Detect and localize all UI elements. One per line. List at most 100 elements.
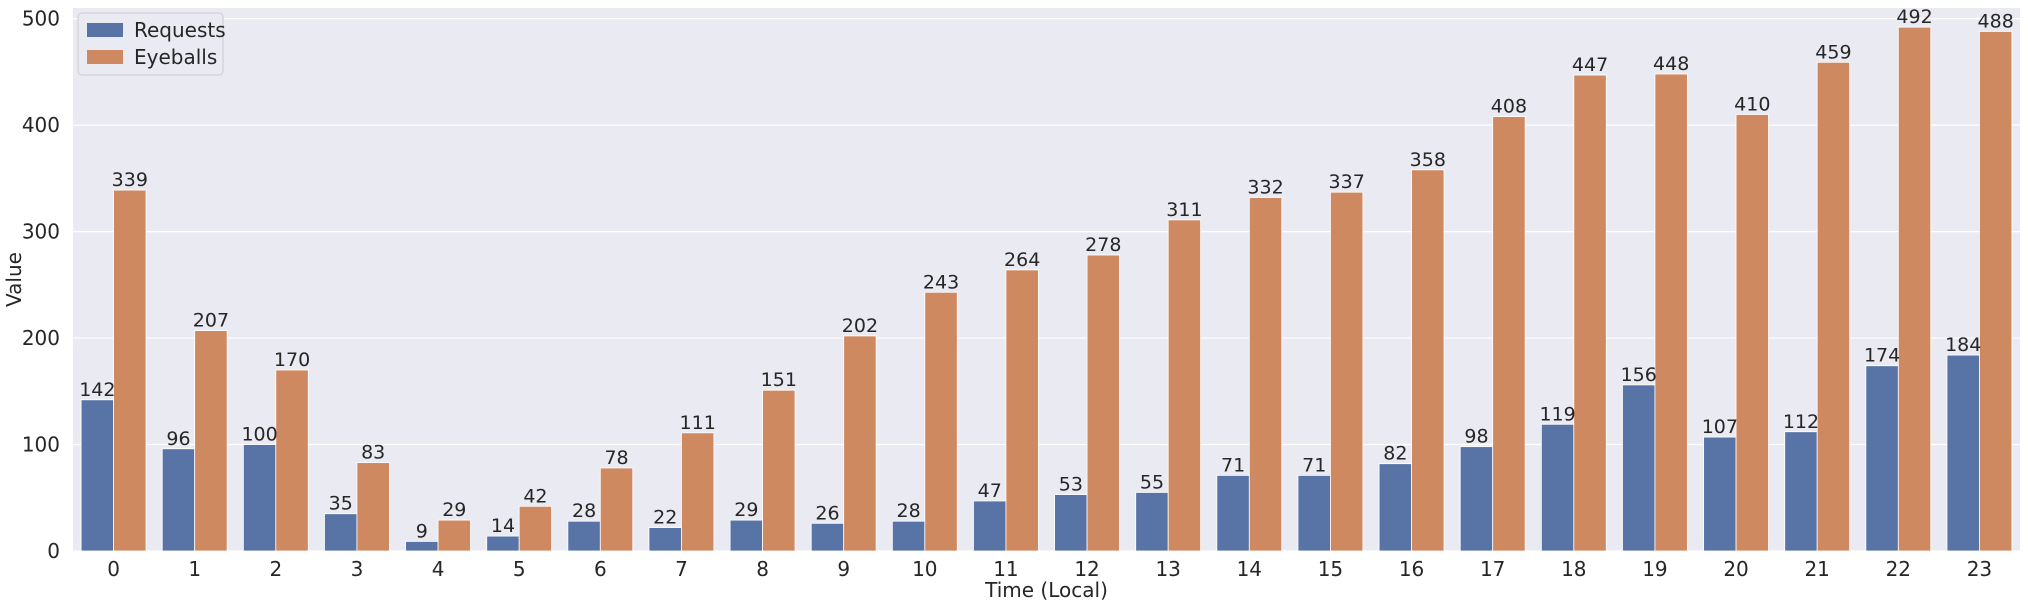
y-axis-ticks: 0 100 200 300 400 500 — [22, 7, 60, 563]
bar-requests-11 — [973, 500, 1007, 552]
y-tick-label: 100 — [22, 433, 60, 457]
bar-requests-12 — [1054, 494, 1088, 552]
data-label-eyeballs-10: 243 — [923, 271, 959, 293]
bar-eyeballs-18 — [1573, 74, 1607, 552]
data-label-requests-13: 55 — [1140, 471, 1164, 493]
bar-requests-20 — [1703, 436, 1737, 552]
data-label-requests-18: 119 — [1539, 403, 1575, 425]
data-label-requests-11: 47 — [978, 480, 1002, 502]
data-label-eyeballs-12: 278 — [1085, 234, 1121, 256]
x-tick-label: 9 — [837, 557, 850, 581]
data-label-eyeballs-8: 151 — [761, 369, 797, 391]
data-label-eyeballs-23: 488 — [1978, 10, 2014, 32]
legend-label-eyeballs: Eyeballs — [134, 45, 217, 69]
y-tick-label: 200 — [22, 326, 60, 350]
data-label-eyeballs-18: 447 — [1572, 54, 1608, 76]
x-tick-label: 0 — [107, 557, 120, 581]
bar-requests-9 — [810, 522, 845, 552]
data-label-eyeballs-19: 448 — [1653, 53, 1689, 75]
data-label-eyeballs-9: 202 — [842, 315, 878, 337]
legend-label-requests: Requests — [134, 18, 226, 42]
x-tick-label: 8 — [756, 557, 769, 581]
bar-eyeballs-17 — [1492, 116, 1526, 552]
data-label-requests-14: 71 — [1221, 454, 1245, 476]
y-tick-label: 300 — [22, 220, 60, 244]
bar-requests-14 — [1216, 475, 1250, 552]
bar-requests-8 — [729, 519, 763, 552]
x-tick-label: 1 — [188, 557, 201, 581]
data-label-requests-9: 26 — [815, 502, 839, 524]
bar-requests-16 — [1378, 463, 1412, 552]
bar-eyeballs-11 — [1005, 269, 1039, 552]
data-label-requests-12: 53 — [1059, 474, 1083, 496]
x-tick-label: 7 — [675, 557, 688, 581]
x-tick-label: 10 — [912, 557, 937, 581]
bar-eyeballs-5 — [518, 505, 553, 552]
bar-eyeballs-4 — [437, 519, 471, 552]
data-label-requests-10: 28 — [896, 500, 920, 522]
bar-eyeballs-14 — [1248, 197, 1283, 552]
bar-requests-1 — [161, 448, 196, 552]
data-label-eyeballs-17: 408 — [1491, 96, 1527, 118]
legend: Requests Eyeballs — [77, 12, 226, 76]
x-tick-label: 16 — [1399, 557, 1424, 581]
bar-requests-10 — [891, 520, 926, 552]
data-label-requests-5: 14 — [491, 515, 515, 537]
bar-eyeballs-1 — [194, 330, 228, 552]
bar-requests-22 — [1865, 365, 1899, 552]
x-tick-label: 12 — [1074, 557, 1099, 581]
bar-requests-3 — [324, 513, 358, 552]
bar-eyeballs-16 — [1411, 169, 1445, 552]
data-label-eyeballs-13: 311 — [1166, 199, 1202, 221]
gridlines — [73, 18, 2020, 552]
data-label-requests-22: 174 — [1864, 345, 1900, 367]
data-label-eyeballs-0: 339 — [112, 169, 148, 191]
bar-requests-15 — [1297, 475, 1331, 552]
bar-eyeballs-9 — [843, 335, 877, 552]
y-tick-label: 0 — [47, 539, 60, 563]
data-label-requests-23: 184 — [1945, 334, 1981, 356]
bar-eyeballs-8 — [762, 389, 796, 552]
bar-eyeballs-2 — [275, 369, 309, 552]
y-tick-label: 500 — [22, 7, 60, 31]
data-label-eyeballs-16: 358 — [1410, 149, 1446, 171]
data-label-eyeballs-11: 264 — [1004, 249, 1040, 271]
bar-eyeballs-23 — [1979, 31, 2013, 552]
data-label-eyeballs-20: 410 — [1734, 93, 1770, 115]
x-tick-label: 11 — [993, 557, 1018, 581]
x-tick-label: 22 — [1886, 557, 1911, 581]
data-label-requests-8: 29 — [734, 499, 758, 521]
x-tick-label: 19 — [1642, 557, 1667, 581]
bar-requests-7 — [648, 527, 682, 552]
bar-eyeballs-13 — [1167, 219, 1202, 552]
x-tick-label: 13 — [1155, 557, 1180, 581]
bar-requests-0 — [80, 399, 114, 552]
bar-requests-19 — [1622, 384, 1656, 552]
legend-swatch-requests — [87, 23, 123, 37]
bar-requests-21 — [1784, 431, 1818, 552]
x-tick-label: 4 — [432, 557, 445, 581]
data-label-eyeballs-3: 83 — [361, 442, 385, 464]
x-tick-label: 21 — [1804, 557, 1829, 581]
x-tick-label: 6 — [594, 557, 607, 581]
data-label-requests-0: 142 — [79, 379, 115, 401]
data-label-requests-1: 96 — [166, 428, 190, 450]
bar-requests-6 — [567, 520, 601, 552]
data-label-eyeballs-14: 332 — [1247, 177, 1283, 199]
data-label-eyeballs-21: 459 — [1815, 41, 1851, 63]
plot-area — [73, 8, 2020, 551]
data-label-eyeballs-2: 170 — [274, 349, 310, 371]
x-tick-label: 17 — [1480, 557, 1505, 581]
data-label-requests-16: 82 — [1383, 443, 1407, 465]
y-axis-label: Value — [2, 252, 26, 307]
bar-requests-18 — [1540, 423, 1575, 552]
bar-eyeballs-3 — [356, 462, 390, 552]
x-axis-ticks: 0 1 2 3 4 5 6 7 8 9 10 11 12 13 14 15 16 17 18 19 20 21 22 23 — [107, 557, 1992, 581]
bar-requests-5 — [486, 535, 520, 552]
legend-swatch-eyeballs — [87, 50, 123, 64]
bar-requests-23 — [1946, 354, 1980, 552]
x-tick-label: 20 — [1723, 557, 1748, 581]
bar-eyeballs-7 — [681, 432, 715, 552]
bar-eyeballs-10 — [924, 291, 958, 552]
